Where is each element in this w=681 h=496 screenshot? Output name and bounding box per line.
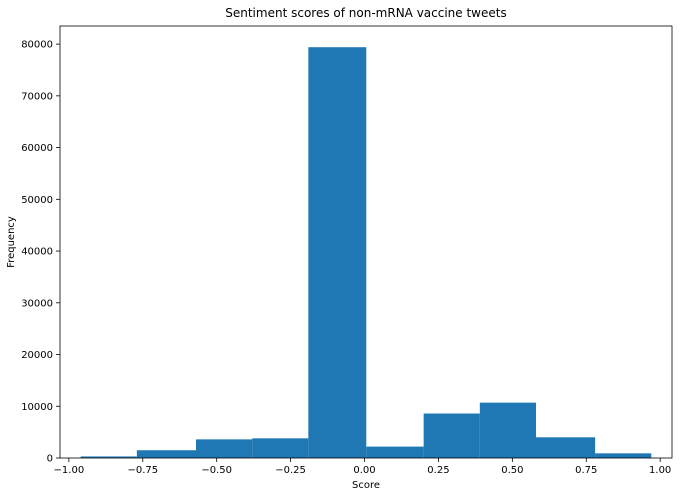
histogram-bar-9 [595,453,652,458]
y-tick-label: 50000 [21,195,53,206]
y-tick-label: 30000 [21,298,53,309]
y-tick-label: 70000 [21,91,53,102]
chart-title: Sentiment scores of non-mRNA vaccine twe… [225,6,506,20]
histogram-bar-0 [80,456,137,458]
histogram-bar-5 [366,446,424,458]
histogram-bar-4 [308,47,367,458]
histogram-bar-6 [423,413,480,458]
x-axis-ticks: −1.00 −0.75 −0.50 −0.25 0.00 0.25 0.50 0.75 1.00 [54,458,671,476]
x-tick-label: −0.75 [127,465,158,476]
x-tick-label: 0.25 [427,465,449,476]
y-tick-label: 60000 [21,143,53,154]
histogram-bar-1 [136,450,196,458]
y-axis-ticks: 0 10000 20000 30000 40000 50000 60000 70000 8000… [21,40,60,465]
histogram-bar-7 [479,402,536,458]
plot-frame [59,25,673,459]
x-tick-label: −1.00 [54,465,85,476]
y-tick-label: 20000 [21,350,53,361]
bars-group [80,47,652,458]
x-tick-label: −0.25 [275,465,306,476]
y-axis-label: Frequency [6,216,17,268]
x-tick-label: 0.50 [501,465,523,476]
histogram-bar-3 [252,438,309,458]
y-tick-label: 10000 [21,402,53,413]
x-tick-label: 0.00 [353,465,375,476]
histogram-bar-2 [196,439,253,458]
y-tick-label: 0 [47,454,53,465]
x-tick-label: 0.75 [575,465,597,476]
y-tick-label: 80000 [21,40,53,51]
x-tick-label: −0.50 [201,465,232,476]
x-axis-label: Score [352,480,380,491]
x-tick-label: 1.00 [649,465,671,476]
histogram-bar-8 [536,437,596,458]
y-tick-label: 40000 [21,247,53,258]
